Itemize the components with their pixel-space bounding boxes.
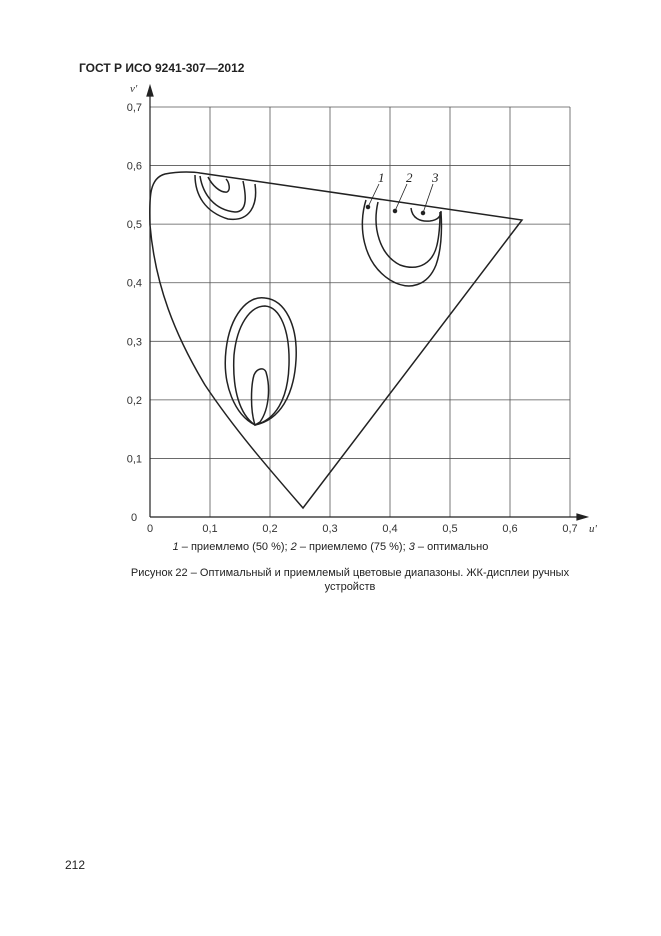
region-topleft-3: [207, 176, 230, 193]
y-axis-arrow: [146, 83, 154, 97]
y-tick-label: 0,4: [127, 278, 142, 290]
leader-2: [394, 183, 408, 212]
figure-caption: Рисунок 22 – Оптимальный и приемлемый цв…: [130, 567, 570, 593]
y-tick-label: 0,5: [127, 219, 142, 231]
legend-num-1: 1: [172, 541, 179, 553]
x-axis-arrow: [576, 513, 590, 521]
region-right-3: [410, 207, 442, 222]
x-tick-label: 0,1: [202, 523, 217, 535]
region-right-1: [361, 199, 443, 287]
leader-3: [422, 183, 434, 214]
curve-label-3: 3: [431, 170, 439, 185]
x-axis-label: u': [589, 523, 598, 535]
region-center-3: [250, 368, 270, 427]
y-tick-label: 0,7: [127, 102, 142, 114]
spectral-locus: [148, 171, 524, 510]
curve-label-2: 2: [406, 170, 413, 185]
curve-label-1: 1: [378, 170, 385, 185]
region-topleft-1: [194, 174, 257, 220]
axes: [146, 83, 590, 521]
x-tick-label: 0,3: [322, 523, 337, 535]
grid: [150, 106, 571, 517]
leader-1: [367, 183, 380, 208]
y-tick-label: 0: [131, 512, 137, 524]
legend-text-2: – приемлемо (75 %);: [296, 541, 409, 553]
legend-text-3: – оптимально: [414, 541, 489, 553]
region-center-2: [232, 305, 290, 426]
figure-legend: 1 – приемлемо (50 %); 2 – приемлемо (75 …: [0, 541, 661, 553]
y-tick-label: 0,2: [127, 395, 142, 407]
region-center-1: [224, 297, 297, 426]
document-header: ГОСТ Р ИСО 9241-307—2012: [79, 61, 245, 75]
region-topleft-2: [199, 175, 246, 213]
x-tick-label: 0,4: [382, 523, 397, 535]
x-tick-label: 0,7: [562, 523, 577, 535]
legend-num-3: 3: [408, 541, 415, 553]
x-tick-label: 0,6: [502, 523, 517, 535]
page-number: 212: [65, 858, 86, 872]
x-tick-label: 0,5: [442, 523, 457, 535]
y-axis-label: v': [130, 83, 138, 95]
legend-text-1: – приемлемо (50 %);: [178, 541, 291, 553]
y-tick-label: 0,3: [127, 336, 142, 348]
x-tick-label: 0,2: [262, 523, 277, 535]
y-tick-label: 0,6: [127, 161, 142, 173]
legend-num-2: 2: [290, 541, 297, 553]
x-tick-label: 0: [147, 523, 153, 535]
y-tick-label: 0,1: [127, 453, 142, 465]
region-right-2: [375, 201, 441, 268]
